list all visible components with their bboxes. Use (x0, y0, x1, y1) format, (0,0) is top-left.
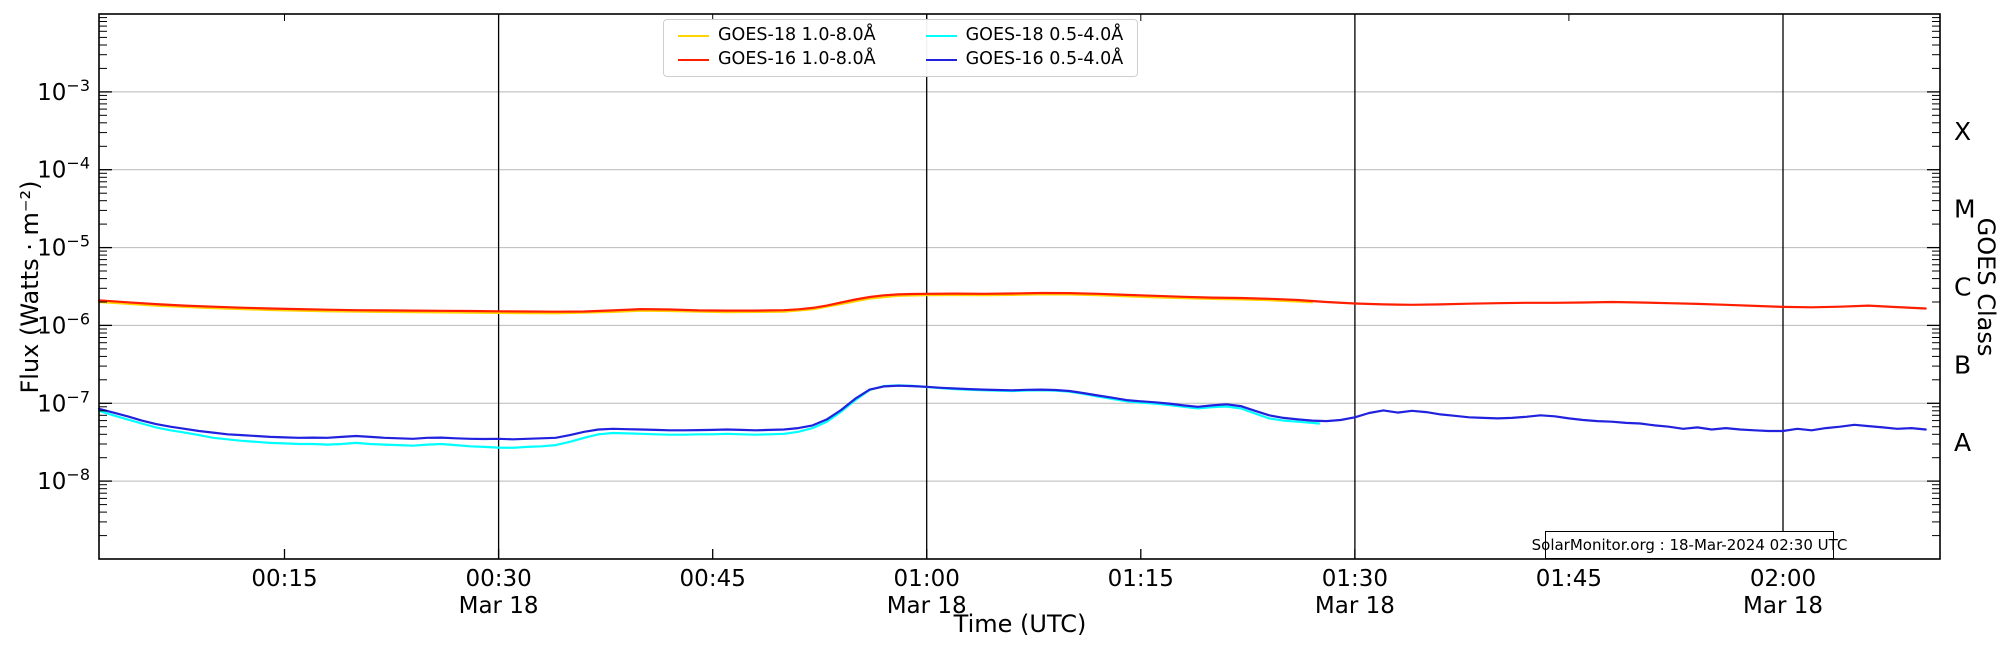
series-goes-16-1.0-8.0- (97, 291, 1927, 313)
legend-line-swatch (678, 58, 709, 61)
x-date-label-30: Mar 18 (459, 593, 539, 619)
x-date-label-60: Mar 18 (887, 593, 967, 619)
legend-line-swatch (925, 58, 957, 61)
plot-border (98, 13, 1941, 560)
legend-label: GOES-18 0.5-4.0Å (965, 25, 1124, 45)
series-goes-18-0.5-4.0- (97, 384, 1321, 449)
y-tick-label-10e-3: 10−3 (37, 76, 90, 106)
series-goes-18-1.0-8.0- (97, 293, 1314, 315)
legend-label: GOES-16 1.0-8.0Å (718, 48, 876, 69)
x-tick-label-00:45: 00:45 (680, 566, 746, 592)
x-tick-label-01:30: 01:30 (1322, 566, 1388, 592)
legend-label: GOES-16 0.5-4.0Å (965, 48, 1124, 69)
x-date-label-90: Mar 18 (1315, 593, 1395, 619)
x-axis-title-time: Time (UTC) (953, 610, 1087, 638)
y-tick-label-10e-4: 10−4 (37, 154, 90, 184)
goes-class-label-X: X (1954, 117, 1971, 146)
legend-item-goes-18-1.0-8.0-: GOES-18 1.0-8.0Å (678, 25, 876, 47)
series-goes-16-0.5-4.0- (97, 384, 1927, 441)
legend-item-goes-16-0.5-4.0-: GOES-16 0.5-4.0Å (925, 48, 1124, 71)
y-tick-label-10e-7: 10−7 (37, 387, 90, 417)
y-axis-title-goes-class: GOES Class (1972, 217, 2000, 357)
legend-line-swatch (925, 34, 957, 37)
goes-class-label-A: A (1954, 428, 1971, 457)
legend-label: GOES-18 1.0-8.0Å (718, 25, 876, 45)
x-tick-label-02:00: 02:00 (1750, 566, 1816, 592)
x-tick-label-00:15: 00:15 (251, 566, 317, 592)
legend-item-goes-18-0.5-4.0-: GOES-18 0.5-4.0Å (925, 25, 1124, 47)
goes-class-label-C: C (1954, 273, 1971, 302)
legend-item-goes-16-1.0-8.0-: GOES-16 1.0-8.0Å (678, 49, 876, 71)
y-axis-title-flux: Flux (Watts · m⁻²) (16, 180, 44, 394)
goes-class-label-M: M (1954, 195, 1976, 224)
y-tick-label-10e-5: 10−5 (37, 232, 90, 262)
x-tick-label-01:45: 01:45 (1536, 566, 1602, 592)
legend-line-swatch (678, 34, 709, 37)
x-tick-label-01:00: 01:00 (894, 566, 960, 592)
source-annotation: SolarMonitor.org : 18-Mar-2024 02:30 UTC (1532, 531, 1847, 559)
x-tick-label-00:30: 00:30 (465, 566, 531, 592)
goes-class-label-B: B (1954, 350, 1971, 379)
y-tick-label-10e-6: 10−6 (37, 309, 90, 339)
x-date-label-120: Mar 18 (1743, 593, 1823, 619)
y-tick-label-10e-8: 10−8 (37, 465, 90, 495)
legend: GOES-18 1.0-8.0Å GOES-16 1.0-8.0Å GOES-18 … (663, 19, 1139, 77)
x-tick-label-01:15: 01:15 (1108, 566, 1174, 592)
